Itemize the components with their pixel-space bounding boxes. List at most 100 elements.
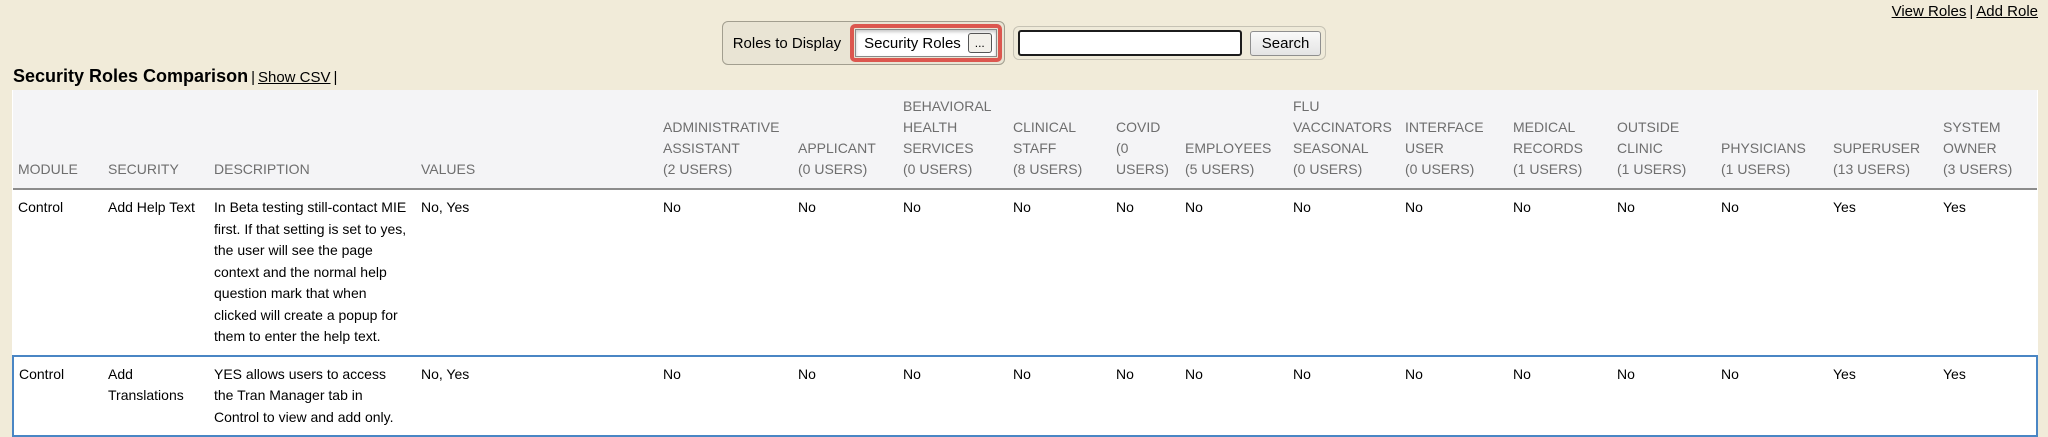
role-user-count: (2 USERS) [663, 161, 733, 177]
role-name: FLU VACCINATORS SEASONAL [1293, 98, 1392, 156]
cell-role-value: No [1008, 354, 1111, 437]
column-header-description: DESCRIPTION [209, 90, 416, 190]
role-name: INTERFACE USER [1405, 119, 1484, 156]
cell-role-value: No [793, 189, 898, 356]
cell-role-value: No [1180, 189, 1288, 356]
role-user-count: (0 USERS) [1293, 161, 1363, 177]
role-user-count: (1 USERS) [1513, 161, 1583, 177]
column-header-security: SECURITY [103, 90, 209, 190]
column-header-role: ADMINISTRATIVE ASSISTANT (2 USERS) [658, 90, 793, 190]
role-user-count: (3 USERS) [1943, 161, 2013, 177]
cell-role-value: No [1111, 189, 1180, 356]
role-user-count: (0 USERS) [1405, 161, 1475, 177]
view-roles-link[interactable]: View Roles [1891, 3, 1967, 20]
cell-role-value: No [1400, 354, 1508, 437]
column-header-role: PHYSICIANS (1 USERS) [1716, 90, 1828, 190]
column-header-module: MODULE [13, 90, 103, 190]
cell-role-value: No [1288, 189, 1400, 356]
roles-to-display-group: Roles to Display Security Roles ... [721, 21, 1005, 65]
cell-role-value: No [1008, 189, 1111, 356]
roles-filter-highlight-box: Security Roles ... [850, 24, 1002, 62]
cell-module: Control [12, 354, 103, 437]
table-row-highlighted[interactable]: Control Add Translations YES allows user… [12, 354, 2038, 437]
role-user-count: (5 USERS) [1185, 161, 1255, 177]
cell-role-value: No [898, 354, 1008, 437]
security-roles-comparison-table: MODULE SECURITY DESCRIPTION VALUES ADMIN… [12, 90, 2038, 437]
cell-role-value: Yes [1938, 189, 2037, 356]
table-header-row: MODULE SECURITY DESCRIPTION VALUES ADMIN… [13, 90, 2037, 190]
cell-role-value: No [1288, 354, 1400, 437]
page-heading: Security Roles Comparison | Show CSV | [13, 66, 2048, 90]
cell-role-value: No [1716, 354, 1828, 437]
top-links-bar: View Roles | Add Role [0, 0, 2048, 22]
column-header-role: CLINICAL STAFF (8 USERS) [1008, 90, 1111, 190]
role-name: SYSTEM OWNER [1943, 119, 2001, 156]
role-name: EMPLOYEES [1185, 140, 1272, 156]
role-user-count: (0 USERS) [903, 161, 973, 177]
column-header-role: INTERFACE USER (0 USERS) [1400, 90, 1508, 190]
cell-module: Control [13, 189, 103, 356]
cell-role-value: No [1111, 354, 1180, 437]
cell-values: No, Yes [416, 354, 658, 437]
search-group: Search [1012, 26, 1327, 60]
show-csv-link[interactable]: Show CSV [257, 69, 331, 86]
column-header-role: SUPERUSER (13 USERS) [1828, 90, 1938, 190]
cell-role-value: No [1400, 189, 1508, 356]
column-header-role: OUTSIDE CLINIC (1 USERS) [1612, 90, 1716, 190]
roles-control-bar: Roles to Display Security Roles ... Sear… [0, 21, 2048, 65]
role-user-count: (1 USERS) [1617, 161, 1687, 177]
cell-role-value: No [1716, 189, 1828, 356]
role-name: OUTSIDE CLINIC [1617, 119, 1680, 156]
top-links-separator: | [1969, 3, 1974, 20]
cell-role-value: No [658, 189, 793, 356]
column-header-role: BEHAVIORAL HEALTH SERVICES (0 USERS) [898, 90, 1008, 190]
role-user-count: (8 USERS) [1013, 161, 1083, 177]
column-header-values: VALUES [416, 90, 658, 190]
cell-role-value: No [793, 354, 898, 437]
column-header-role: APPLICANT (0 USERS) [793, 90, 898, 190]
role-name: APPLICANT [798, 140, 876, 156]
cell-description: In Beta testing still-contact MIE first.… [209, 189, 416, 356]
cell-role-value: No [1508, 354, 1612, 437]
role-name: ADMINISTRATIVE ASSISTANT [663, 119, 780, 156]
cell-role-value: No [898, 189, 1008, 356]
role-name: SUPERUSER [1833, 140, 1921, 156]
role-user-count: (0 USERS) [798, 161, 868, 177]
column-header-role: FLU VACCINATORS SEASONAL (0 USERS) [1288, 90, 1400, 190]
cell-description: YES allows users to access the Tran Mana… [209, 354, 416, 437]
column-header-role: EMPLOYEES (5 USERS) [1180, 90, 1288, 190]
roles-filter-browse-button[interactable]: ... [967, 33, 992, 53]
column-header-role: SYSTEM OWNER (3 USERS) [1938, 90, 2037, 190]
role-name: MEDICAL RECORDS [1513, 119, 1584, 156]
add-role-link[interactable]: Add Role [1976, 3, 2038, 20]
role-user-count: (1 USERS) [1721, 161, 1791, 177]
heading-trailing-separator: | [333, 69, 338, 86]
role-user-count: (13 USERS) [1833, 161, 1911, 177]
column-header-role: MEDICAL RECORDS (1 USERS) [1508, 90, 1612, 190]
role-name: PHYSICIANS [1721, 140, 1806, 156]
roles-filter-select[interactable]: Security Roles ... [855, 29, 997, 57]
cell-role-value: Yes [1938, 354, 2038, 437]
role-name: CLINICAL STAFF [1013, 119, 1076, 156]
cell-security: Add Translations [103, 354, 209, 437]
search-button[interactable]: Search [1249, 30, 1322, 56]
cell-role-value: No [1612, 354, 1716, 437]
page-title: Security Roles Comparison [13, 66, 249, 86]
role-user-count: (0 USERS) [1116, 140, 1169, 177]
cell-role-value: No [658, 354, 793, 437]
role-name: COVID [1116, 119, 1161, 135]
cell-values: No, Yes [416, 189, 658, 356]
cell-role-value: Yes [1828, 189, 1938, 356]
cell-role-value: No [1612, 189, 1716, 356]
column-header-role: COVID (0 USERS) [1111, 90, 1180, 190]
role-name: BEHAVIORAL HEALTH SERVICES [903, 98, 991, 156]
roles-to-display-label: Roles to Display [732, 34, 842, 52]
cell-security: Add Help Text [103, 189, 209, 356]
cell-role-value: Yes [1828, 354, 1938, 437]
roles-filter-selected-value: Security Roles [864, 34, 961, 52]
search-input[interactable] [1017, 30, 1242, 56]
cell-role-value: No [1180, 354, 1288, 437]
table-row[interactable]: Control Add Help Text In Beta testing st… [13, 189, 2037, 356]
heading-separator: | [251, 69, 255, 86]
cell-role-value: No [1508, 189, 1612, 356]
